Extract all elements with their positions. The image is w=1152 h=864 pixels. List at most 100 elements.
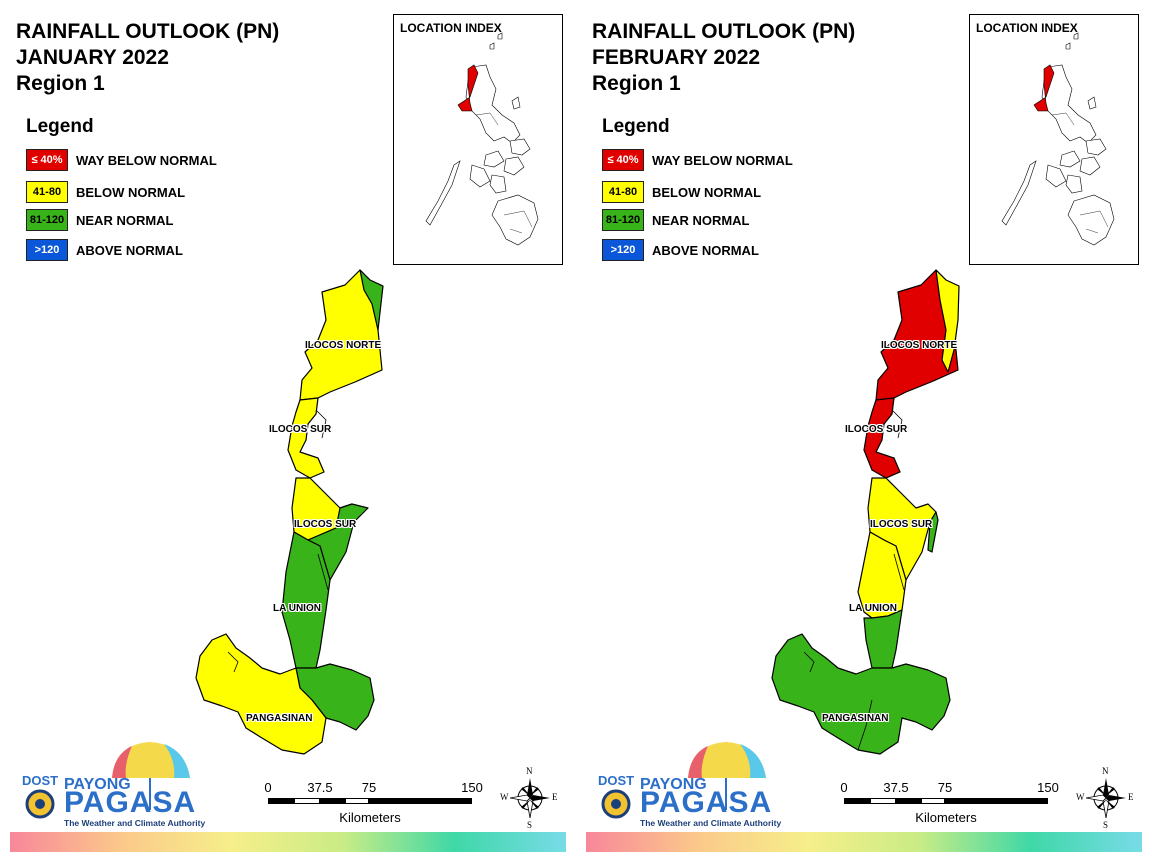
- scale-segment: [921, 798, 945, 804]
- legend-label: ABOVE NORMAL: [652, 243, 759, 258]
- legend-swatch-yellow: 41-80: [26, 181, 68, 203]
- region-ilocos-norte-east: [359, 269, 384, 331]
- label-pangasinan: PANGASINAN: [822, 713, 889, 724]
- label-ilocos-norte: ILOCOS NORTE: [305, 340, 382, 351]
- legend-swatch-blue: >120: [602, 239, 644, 261]
- scale-segment: [345, 798, 369, 804]
- compass-s: S: [1103, 820, 1109, 830]
- location-index-title: LOCATION INDEX: [400, 21, 502, 35]
- scale-segment: [896, 798, 921, 804]
- compass-w: W: [1076, 792, 1085, 802]
- location-index-map: LOCATION INDEX: [969, 14, 1139, 265]
- location-index-title: LOCATION INDEX: [976, 21, 1078, 35]
- compass-n: N: [1102, 766, 1109, 776]
- label-pangasinan: PANGASINAN: [246, 713, 313, 724]
- compass-n: N: [526, 766, 533, 776]
- label-ilocos-sur: ILOCOS SUR: [870, 519, 933, 530]
- logo-payong-text: PAYONG: [64, 776, 131, 793]
- region-1-map: [195, 269, 384, 755]
- legend-label: BELOW NORMAL: [76, 185, 186, 200]
- philippines-outline: [425, 32, 539, 246]
- scale-units: Kilometers: [915, 810, 977, 825]
- region-la-union: [281, 531, 331, 669]
- logo-pagasa-text: PAGASA: [640, 786, 773, 819]
- scale-tick: 0: [264, 780, 272, 795]
- map-region: Region 1: [592, 72, 681, 95]
- scale-tick: 0: [840, 780, 848, 795]
- compass-w: W: [500, 792, 509, 802]
- compass-e: E: [1128, 792, 1134, 802]
- compass-rose-icon: [509, 778, 550, 819]
- label-ilocos-sur: ILOCOS SUR: [294, 519, 357, 530]
- umbrella-icon: [25, 742, 190, 819]
- legend-label: NEAR NORMAL: [652, 213, 750, 228]
- label-ilocos-norte: ILOCOS NORTE: [881, 340, 958, 351]
- legend-swatch-green: 81-120: [602, 209, 644, 231]
- footer-gradient-bar: [586, 832, 1142, 852]
- logo-tagline: The Weather and Climate Authority: [64, 818, 206, 828]
- legend-label: WAY BELOW NORMAL: [652, 153, 793, 168]
- scale-bar: 0 37.5 75 150 Kilometers: [838, 776, 1068, 826]
- logo-dost-text: DOST: [598, 773, 635, 788]
- label-la-union: LA UNION: [849, 603, 897, 614]
- scale-tick: 150: [461, 780, 483, 795]
- region-1-map: [771, 269, 960, 755]
- scale-tick: 75: [937, 780, 953, 795]
- payong-pagasa-logo: DOST PAYONG PAGASA The Weather and Clima…: [590, 740, 781, 832]
- region-pangasinan-west: [195, 633, 327, 755]
- scale-segment: [945, 798, 1048, 804]
- scale-bar: 0 37.5 75 150 Kilometers: [262, 776, 492, 826]
- legend-swatch-blue: >120: [26, 239, 68, 261]
- scale-tick: 37.5: [883, 780, 909, 795]
- label-ilocos-sur: ILOCOS SUR: [845, 424, 908, 435]
- legend-label: BELOW NORMAL: [652, 185, 762, 200]
- scale-segment: [320, 798, 345, 804]
- map-region: Region 1: [16, 72, 105, 95]
- scale-segment: [844, 798, 870, 804]
- compass-rose: N S W E: [1076, 766, 1136, 830]
- legend-swatch-green: 81-120: [26, 209, 68, 231]
- legend-swatch-red: ≤ 40%: [602, 149, 644, 171]
- logo-payong-text: PAYONG: [640, 776, 707, 793]
- logo-tagline: The Weather and Climate Authority: [640, 818, 782, 828]
- scale-segment: [268, 798, 294, 804]
- scale-units: Kilometers: [339, 810, 401, 825]
- region-ilocos-sur-east: [927, 511, 939, 553]
- compass-e: E: [552, 792, 558, 802]
- scale-segment: [369, 798, 472, 804]
- umbrella-icon: [601, 742, 766, 819]
- map-month: JANUARY 2022: [16, 46, 169, 69]
- logo-dost-text: DOST: [22, 773, 59, 788]
- location-index-map: LOCATION INDEX: [393, 14, 563, 265]
- label-ilocos-sur: ILOCOS SUR: [269, 424, 332, 435]
- legend-heading: Legend: [26, 116, 94, 137]
- compass-rose: N S W E: [500, 766, 560, 830]
- map-month: FEBRUARY 2022: [592, 46, 761, 69]
- payong-pagasa-logo: DOST PAYONG PAGASA The Weather and Clima…: [14, 740, 205, 832]
- region-ilocos-sur-north: [863, 397, 901, 479]
- legend-heading: Legend: [602, 116, 670, 137]
- outlook-panel-february: RAINFALL OUTLOOK (PN) FEBRUARY 2022 Regi…: [576, 0, 1152, 864]
- legend-label: NEAR NORMAL: [76, 213, 174, 228]
- compass-rose-icon: [1085, 778, 1126, 819]
- scale-tick: 37.5: [307, 780, 333, 795]
- logo-pagasa-text: PAGASA: [64, 786, 197, 819]
- legend-swatch-red: ≤ 40%: [26, 149, 68, 171]
- region-pangasinan-west: [771, 633, 951, 755]
- region-pangasinan-east: [863, 609, 903, 669]
- map-title: RAINFALL OUTLOOK (PN): [592, 20, 856, 43]
- scale-tick: 75: [361, 780, 377, 795]
- region-ilocos-sur-east: [307, 503, 369, 581]
- region-ilocos-norte-east: [935, 269, 960, 373]
- scale-tick: 150: [1037, 780, 1059, 795]
- label-la-union: LA UNION: [273, 603, 321, 614]
- region-ilocos-sur-north: [287, 397, 325, 479]
- map-title: RAINFALL OUTLOOK (PN): [16, 20, 280, 43]
- compass-s: S: [527, 820, 533, 830]
- philippines-outline: [1001, 32, 1115, 246]
- outlook-panel-january: RAINFALL OUTLOOK (PN) JANUARY 2022 Regio…: [10, 14, 566, 852]
- scale-segment: [294, 798, 320, 804]
- legend-label: WAY BELOW NORMAL: [76, 153, 217, 168]
- legend-swatch-yellow: 41-80: [602, 181, 644, 203]
- scale-segment: [870, 798, 896, 804]
